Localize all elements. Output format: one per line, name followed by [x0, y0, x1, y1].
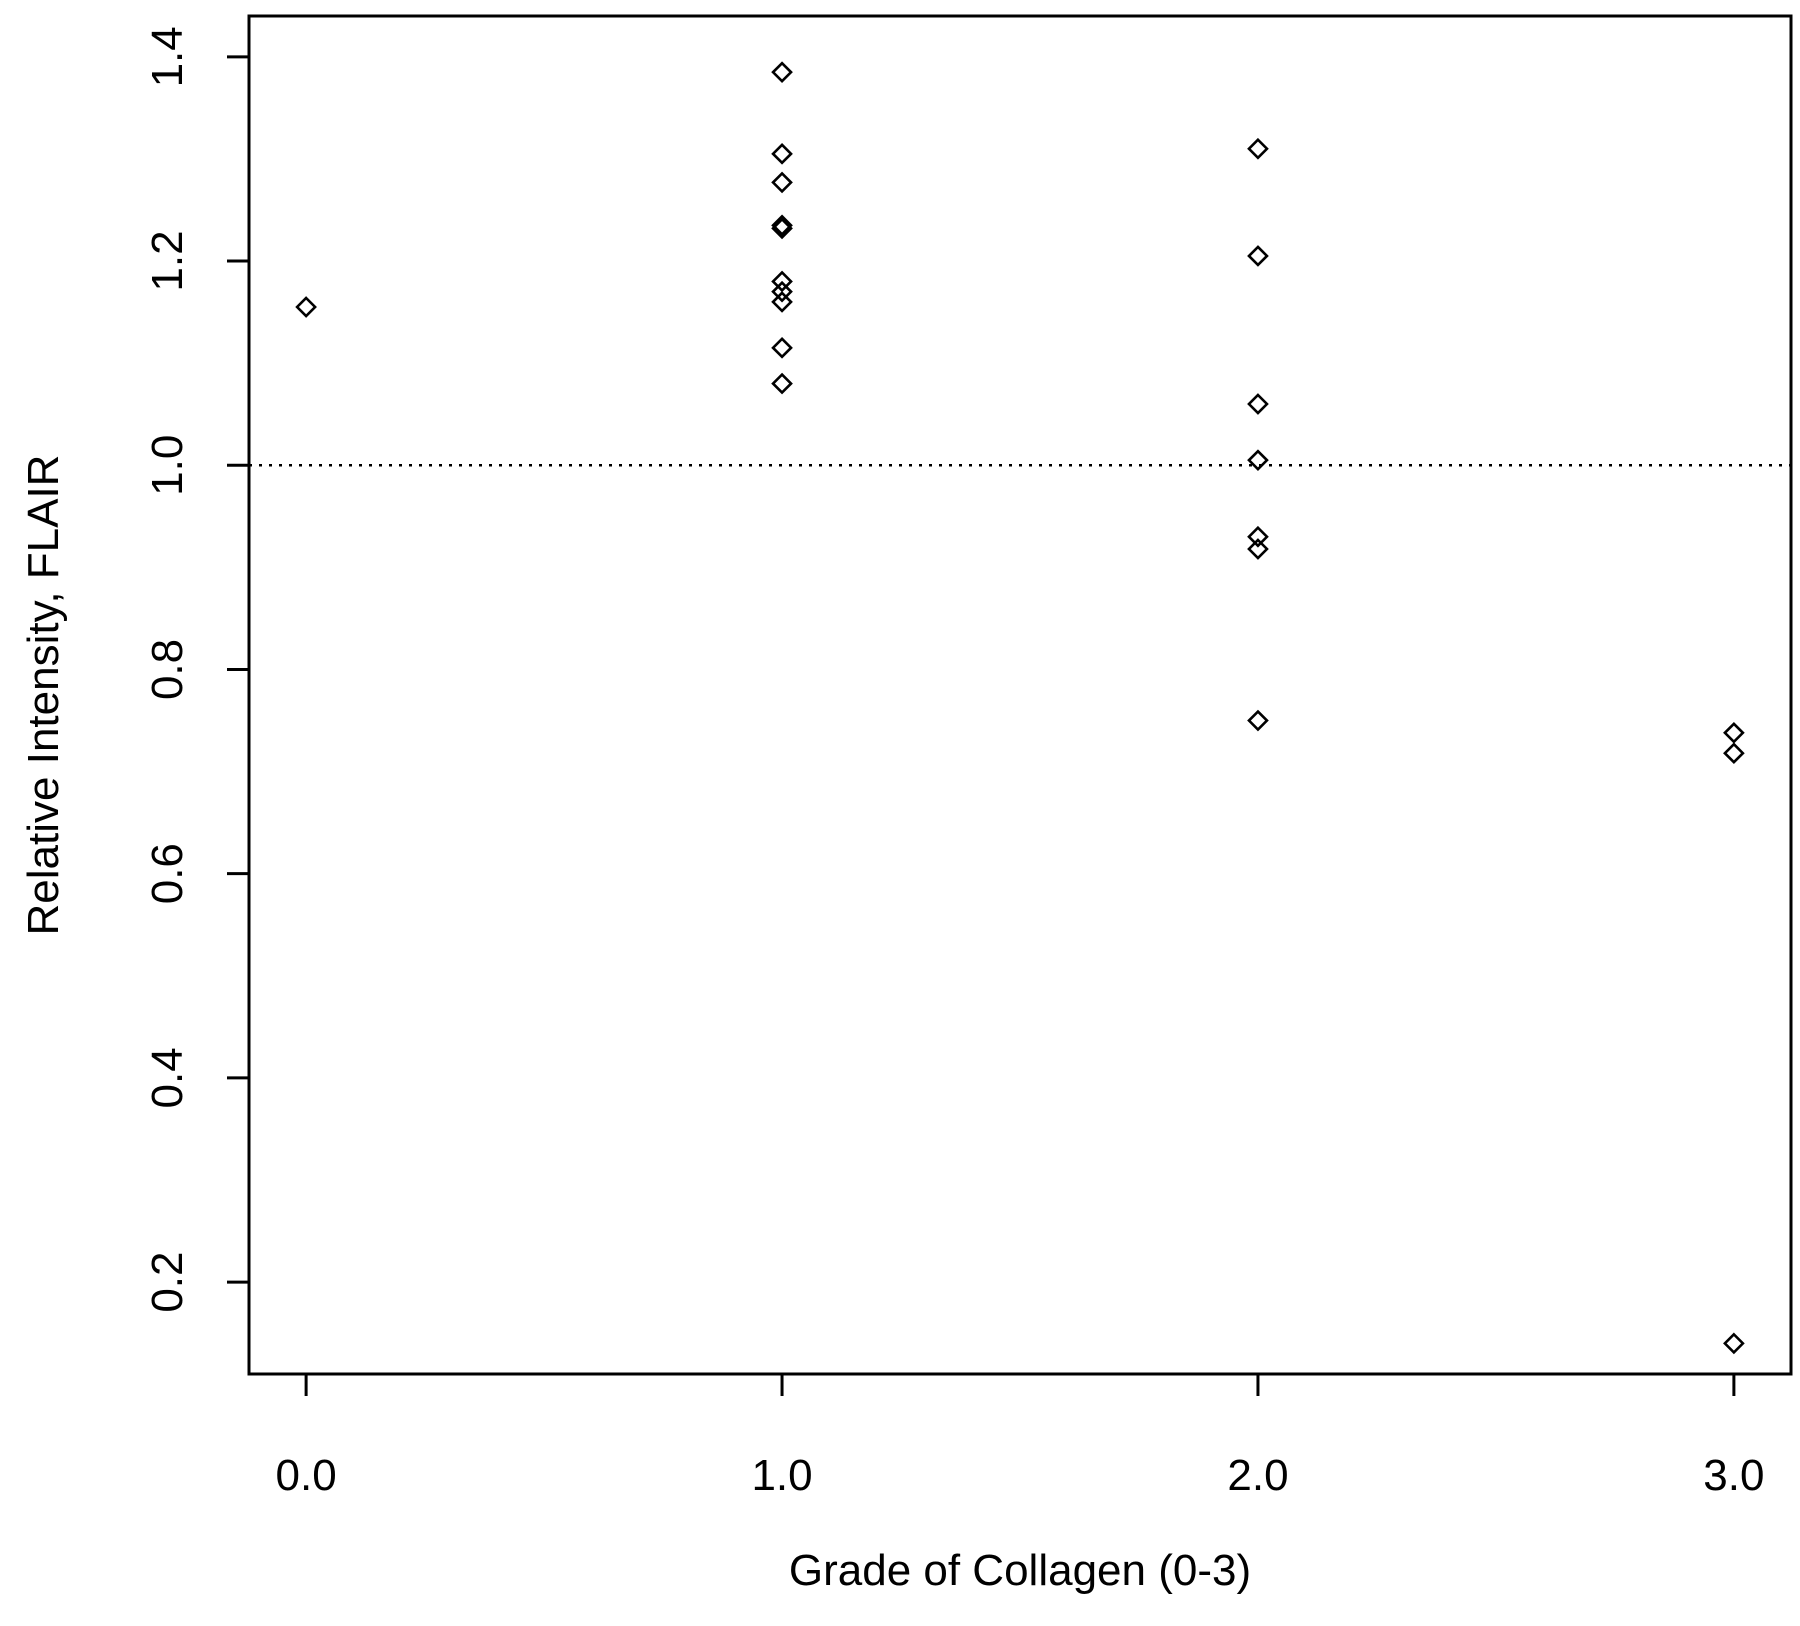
y-tick-label: 1.0	[143, 435, 192, 496]
data-point	[1247, 245, 1269, 267]
y-tick-label: 0.2	[143, 1252, 192, 1313]
x-axis-title: Grade of Collagen (0-3)	[789, 1546, 1251, 1595]
data-point	[771, 337, 793, 359]
data-point	[1723, 721, 1745, 744]
y-tick-label: 0.8	[143, 639, 192, 700]
data-point	[771, 217, 793, 240]
data-point	[1247, 393, 1269, 415]
data-point	[295, 296, 317, 318]
data-point	[771, 291, 793, 313]
data-point	[771, 143, 793, 165]
y-tick-label: 0.6	[143, 843, 192, 904]
x-tick-label: 2.0	[1227, 1451, 1288, 1500]
data-point	[771, 61, 793, 83]
data-point	[1247, 538, 1269, 560]
x-tick-label: 1.0	[751, 1451, 812, 1500]
y-tick-label: 1.4	[143, 26, 192, 87]
plot-frame	[247, 14, 1793, 1376]
y-tick-label: 1.2	[143, 230, 192, 291]
x-tick-label: 3.0	[1703, 1451, 1764, 1500]
data-point	[771, 372, 793, 395]
data-point	[1247, 137, 1269, 160]
data-point	[1247, 525, 1269, 548]
data-point	[771, 171, 793, 194]
data-point	[1723, 742, 1745, 765]
data-point	[771, 280, 793, 303]
x-tick-label: 0.0	[276, 1451, 337, 1500]
y-axis-title: Relative Intensity, FLAIR	[19, 455, 68, 936]
data-point	[1723, 1332, 1745, 1355]
data-point	[771, 270, 793, 293]
y-tick-label: 0.4	[143, 1047, 192, 1108]
data-point	[771, 214, 793, 237]
data-point	[1247, 709, 1269, 732]
data-point	[1247, 449, 1269, 471]
